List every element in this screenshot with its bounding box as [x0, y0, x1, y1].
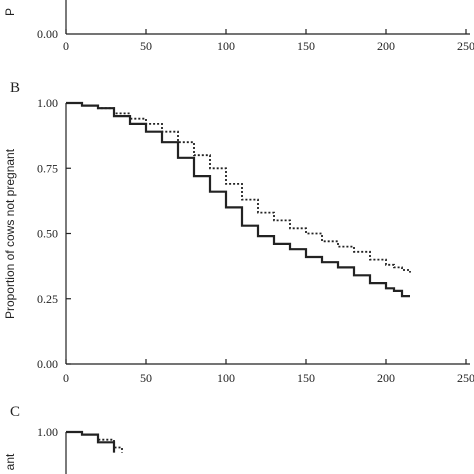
panel-c-y-axis-title: ant [3, 453, 17, 470]
panel-a-x-tick-label: 200 [377, 39, 395, 53]
panel-b-x-tick-label: 50 [140, 371, 152, 385]
panel-c-label: C [10, 404, 20, 420]
panel-b-y-ticks: 0.00 0.25 0.50 0.75 1.00 [37, 96, 71, 371]
panel-b-x-tick-label: 100 [217, 371, 235, 385]
panel-a-x-tick-label: 50 [140, 39, 152, 53]
panel-a-x-tick-label: 0 [63, 39, 69, 53]
panel-b: B Proportion of cows not pregnant 0.000.… [3, 80, 474, 385]
panel-c-dotted-series-line [66, 431, 123, 453]
panel-b-x-tick-label: 150 [297, 371, 315, 385]
panel-c: C ant 1.00 [3, 404, 123, 474]
panel-b-x-tick-label: 0 [63, 371, 69, 385]
panel-b-y-tick-label: 0.50 [37, 227, 58, 241]
panel-b-label: B [10, 80, 20, 96]
panel-b-x-ticks: 0 50 100 150 200 250 [63, 359, 474, 385]
panel-a: P 0.00 0 50 100 150 200 250 [3, 0, 474, 53]
panel-a-y-axis-title: P [3, 8, 17, 16]
panel-b-x-tick-label: 200 [377, 371, 395, 385]
panel-a-x-tick-label: 250 [457, 39, 474, 53]
panel-b-solid-series-line [66, 101, 410, 298]
panel-c-y-tick-label: 1.00 [37, 425, 58, 439]
panel-a-x-ticks: 0 50 100 150 200 250 [63, 29, 474, 53]
panel-b-dotted-series-line [66, 102, 411, 273]
panel-b-y-tick-label: 0.00 [37, 357, 58, 371]
panel-c-series [66, 430, 123, 453]
panel-b-y-axis-title: Proportion of cows not pregnant [3, 148, 17, 319]
panel-a-x-tick-label: 150 [297, 39, 315, 53]
panel-b-y-tick-label: 0.75 [37, 161, 58, 175]
panel-b-series [66, 101, 411, 298]
panel-a-x-tick-label: 100 [217, 39, 235, 53]
panel-b-y-tick-label: 1.00 [37, 96, 58, 110]
panel-c-solid-series-line [66, 430, 116, 453]
panel-b-x-tick-label: 250 [457, 371, 474, 385]
panel-b-y-tick-label: 0.25 [37, 292, 58, 306]
panel-a-y-tick-label: 0.00 [37, 27, 58, 41]
